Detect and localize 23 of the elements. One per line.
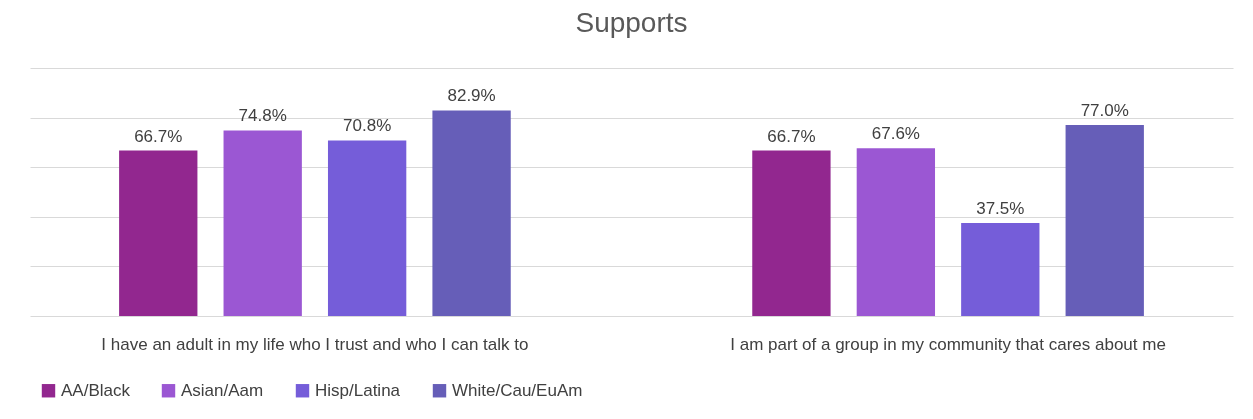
bar xyxy=(119,150,198,316)
bar xyxy=(1065,125,1144,316)
bar xyxy=(327,140,407,316)
data-label: 70.8% xyxy=(343,116,392,136)
data-label: 77.0% xyxy=(1080,101,1129,121)
bar xyxy=(223,130,302,316)
bar xyxy=(856,148,936,316)
chart-title: Supports xyxy=(575,7,688,38)
bar xyxy=(961,223,1040,316)
legend-label: AA/Black xyxy=(61,380,131,400)
data-label: 74.8% xyxy=(238,106,287,126)
data-label: 67.6% xyxy=(871,124,920,144)
legend-label: White/Cau/EuAm xyxy=(452,380,583,400)
x-tick-label: I have an adult in my life who I trust and who I can talk to xyxy=(101,334,529,354)
data-label: 37.5% xyxy=(976,199,1025,218)
bar xyxy=(432,110,511,316)
bar xyxy=(752,150,831,316)
legend-label: Hisp/Latina xyxy=(315,380,401,400)
data-label: 82.9% xyxy=(447,86,496,106)
data-label: 66.7% xyxy=(767,126,816,146)
x-tick-label: I am part of a group in my community that cares about me xyxy=(730,334,1166,354)
legend-label: Asian/Aam xyxy=(181,380,264,400)
data-label: 66.7% xyxy=(134,126,183,146)
